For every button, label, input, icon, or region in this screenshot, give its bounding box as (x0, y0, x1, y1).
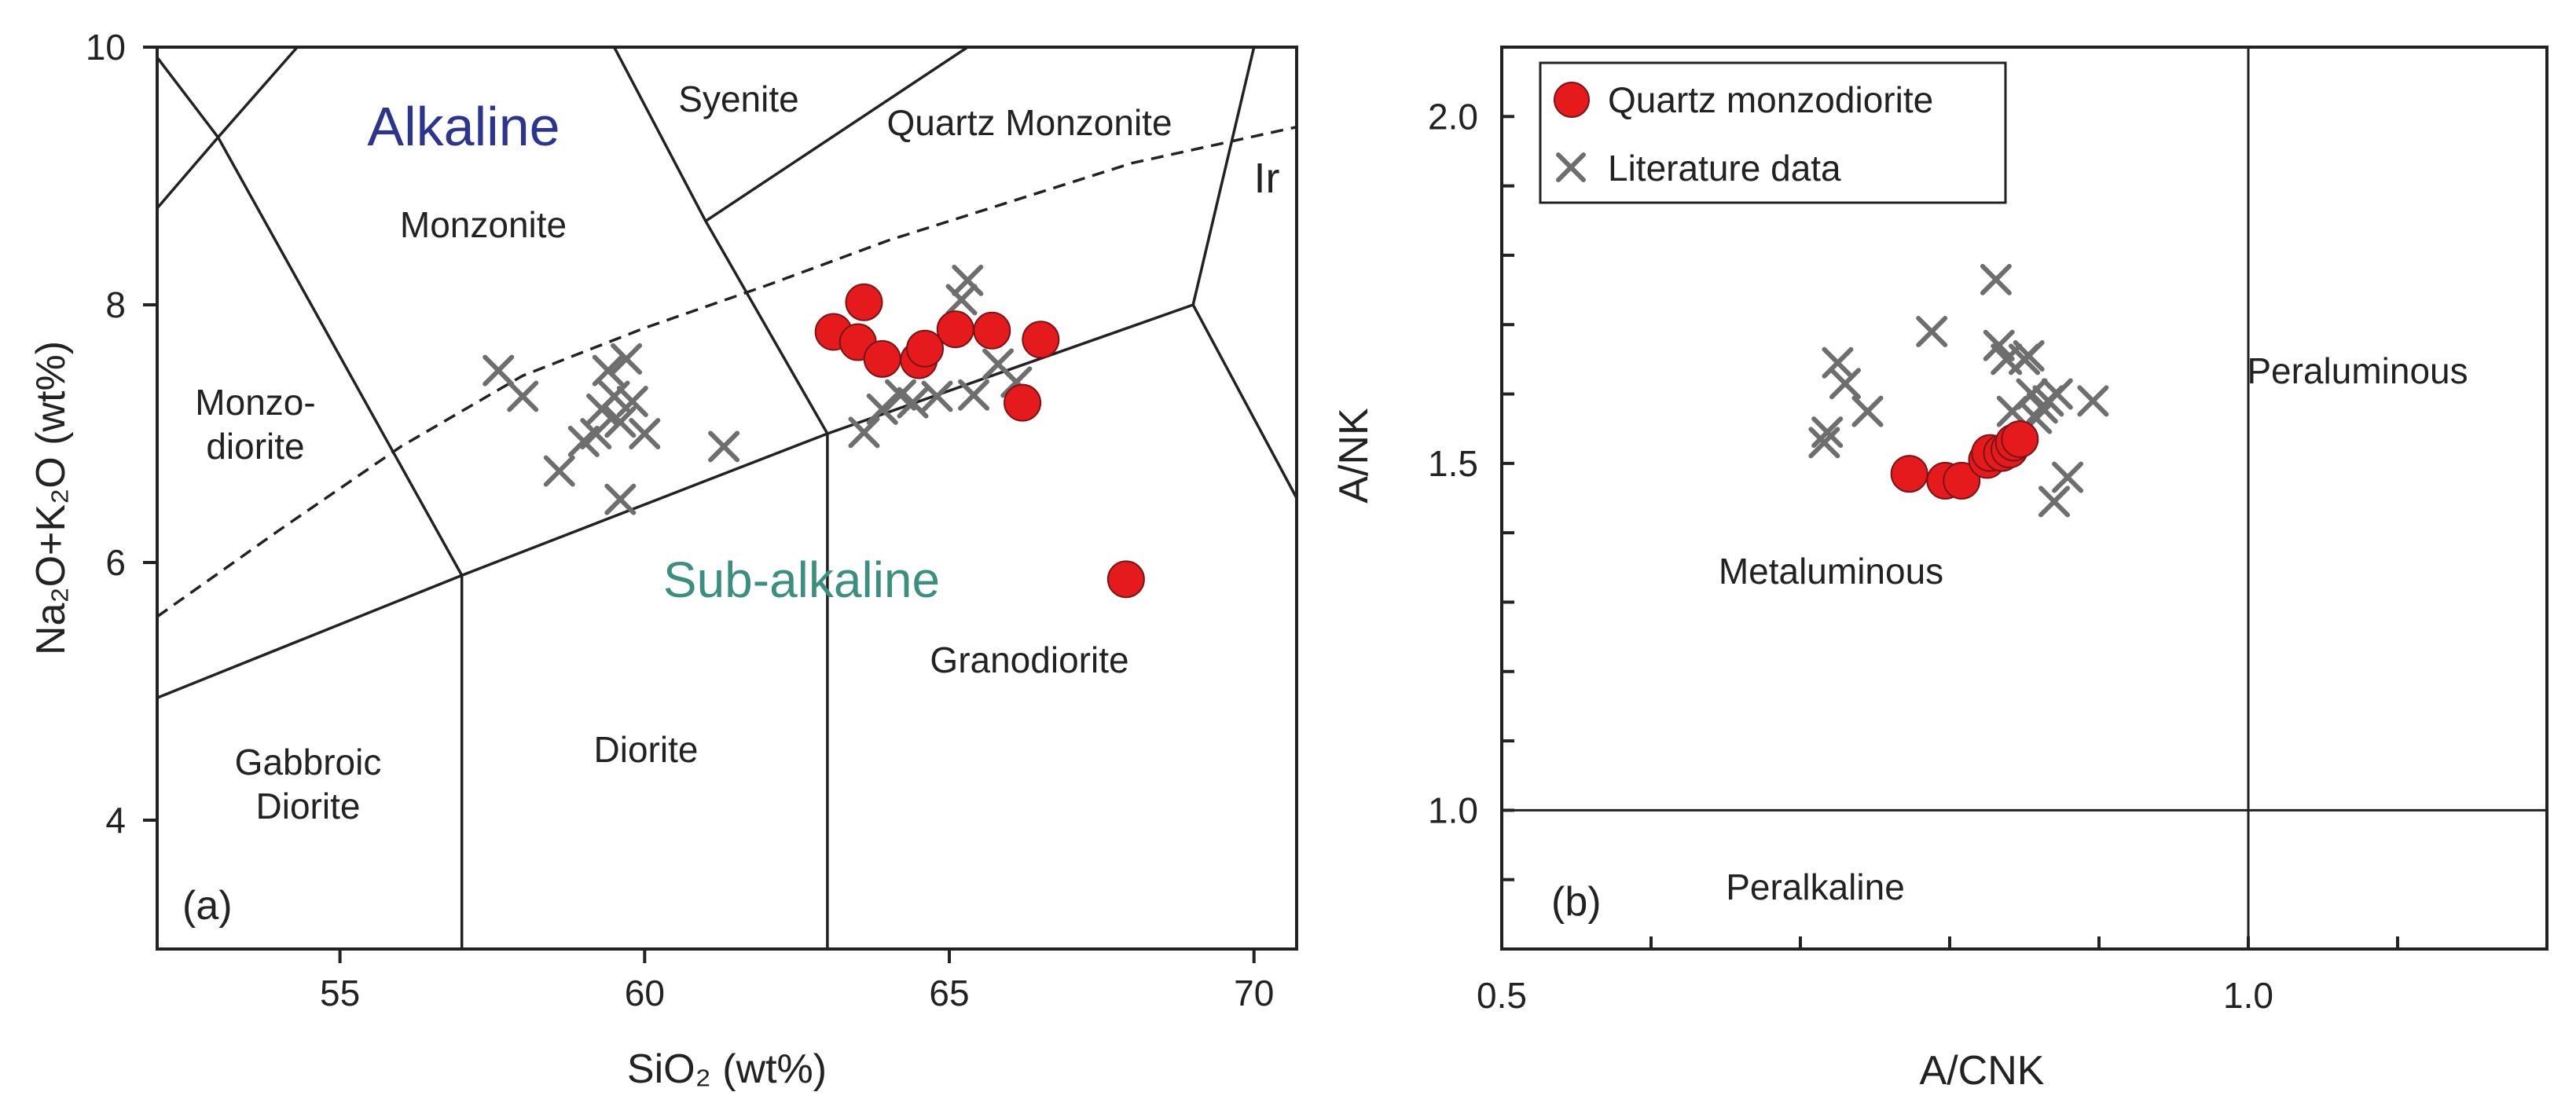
a-alkaline-label: Alkaline (367, 96, 560, 157)
a-sample-point (906, 329, 945, 368)
a-y-tick-label: 10 (86, 27, 126, 68)
b-y-tick-label: 2.0 (1428, 96, 1478, 137)
a-literature-point (958, 379, 990, 411)
a-x-tick-label: 55 (320, 973, 360, 1013)
b-boundary-lines (1502, 47, 2547, 949)
a-field-gabbroic-line2: Diorite (256, 786, 361, 826)
a-panel-label: (a) (182, 883, 233, 929)
b-literature-point (1851, 395, 1884, 427)
b-field-peraluminous: Peraluminous (2247, 350, 2468, 391)
a-literature-point (945, 284, 978, 316)
a-field-diorite: Diorite (594, 729, 699, 770)
b-legend: Quartz monzodiorite Literature data (1539, 61, 2007, 204)
a-field-quartz-monzonite: Quartz Monzonite (886, 102, 1172, 143)
a-y-tick-label: 4 (105, 800, 126, 841)
a-field-syenite: Syenite (678, 79, 798, 119)
b-literature-point (1811, 416, 1844, 449)
b-literature-point (1980, 263, 2012, 295)
b-sample-point (2001, 420, 2039, 458)
a-literature-point (580, 418, 612, 449)
a-literature-point (604, 483, 637, 515)
a-field-monzonite: Monzonite (400, 204, 567, 245)
b-sample-point (1890, 455, 1928, 493)
b-legend-literature-label: Literature data (1608, 148, 1841, 189)
a-literature-point (592, 354, 624, 387)
a-literature-point (604, 406, 637, 438)
b-legend-literature-marker (1556, 152, 1586, 182)
a-y-axis-label: Na₂O+K₂O (wt%) (28, 341, 74, 655)
a-alkaline-subalkaline-boundary (157, 125, 1297, 618)
b-panel-label: (b) (1551, 879, 1602, 925)
a-data-points (483, 264, 1145, 599)
a-literature-point (483, 354, 515, 387)
b-literature-point (2013, 339, 2045, 372)
a-field-boundary-line (704, 47, 969, 222)
b-legend-box (1539, 61, 2007, 204)
a-sample-point (1022, 321, 1060, 359)
b-field-peralkaline: Peralkaline (1726, 867, 1905, 907)
a-field-granodiorite: Granodiorite (930, 639, 1128, 680)
b-axis-ticks (1502, 115, 2399, 949)
b-legend-sample-label: Quartz monzodiorite (1608, 79, 1933, 120)
a-literature-point (866, 393, 898, 425)
b-literature-point (1829, 368, 1861, 400)
a-sample-point (1106, 560, 1145, 599)
b-sample-point (1943, 461, 1981, 500)
a-literature-point (897, 387, 929, 419)
a-x-tick-label: 60 (625, 973, 665, 1013)
a-literature-point (708, 431, 740, 463)
b-y-axis-label: A/NK (1331, 408, 1377, 504)
a-field-monzodiorite-line1: Monzo- (195, 382, 315, 423)
a-field-gabbroic-line1: Gabbroic (235, 742, 382, 782)
a-field-boundary-line (217, 47, 299, 138)
a-literature-point (598, 380, 630, 412)
a-classification-field-lines (157, 47, 1297, 949)
b-literature-point (1808, 427, 1840, 459)
panel-a-tas-diagram: 55 60 65 70 4 6 8 10 SiO₂ (wt%) Na₂O+K₂O… (28, 27, 1298, 1092)
a-literature-point (921, 380, 953, 412)
a-x-tick-label: 70 (1234, 973, 1274, 1013)
a-x-tick-label: 65 (929, 973, 969, 1013)
a-literature-point (616, 386, 648, 417)
b-literature-point (1983, 329, 2015, 361)
a-y-tick-label: 6 (105, 542, 126, 583)
a-x-axis-label: SiO₂ (wt%) (627, 1046, 827, 1092)
a-field-boundary-line (1191, 47, 1256, 306)
b-plot-frame (1500, 46, 2548, 951)
a-sample-point (936, 310, 974, 349)
a-field-ir: Ir (1254, 155, 1280, 202)
b-x-axis-label: A/CNK (1920, 1048, 2045, 1094)
b-literature-point (2052, 461, 2084, 493)
b-y-tick-label: 1.0 (1428, 790, 1478, 830)
b-literature-point (2041, 378, 2073, 410)
b-literature-point (1822, 346, 1854, 379)
b-literature-point (2038, 486, 2070, 518)
a-sample-point (863, 339, 901, 378)
b-data-points (1808, 263, 2109, 518)
a-field-monzodiorite-line2: diorite (206, 426, 304, 467)
a-sample-point (1004, 383, 1042, 422)
a-sample-point (845, 283, 883, 321)
a-literature-point (543, 455, 575, 487)
b-literature-point (2077, 385, 2109, 417)
a-y-tick-label: 8 (105, 284, 126, 325)
b-literature-point (1916, 316, 1948, 348)
a-field-boundary-line (157, 57, 219, 138)
a-axis-ticks (143, 46, 1256, 963)
b-field-metaluminous: Metaluminous (1719, 551, 1943, 592)
b-legend-sample-marker (1554, 82, 1590, 118)
panel-b-shand-diagram: 0.5 1.0 1.0 1.5 2.0 A/CNK A/NK Metalumin… (1331, 46, 2548, 1094)
a-literature-point (848, 416, 880, 449)
a-subalkaline-label: Sub-alkaline (663, 552, 940, 608)
a-literature-point (952, 264, 984, 296)
b-y-tick-label: 1.5 (1428, 443, 1478, 484)
a-literature-point (611, 343, 643, 375)
b-x-tick-label: 1.0 (2223, 975, 2273, 1016)
b-x-tick-label: 0.5 (1477, 975, 1527, 1016)
a-literature-point (507, 380, 539, 412)
a-sample-point (973, 311, 1011, 350)
a-literature-point (629, 418, 661, 449)
a-plot-frame (156, 46, 1298, 951)
